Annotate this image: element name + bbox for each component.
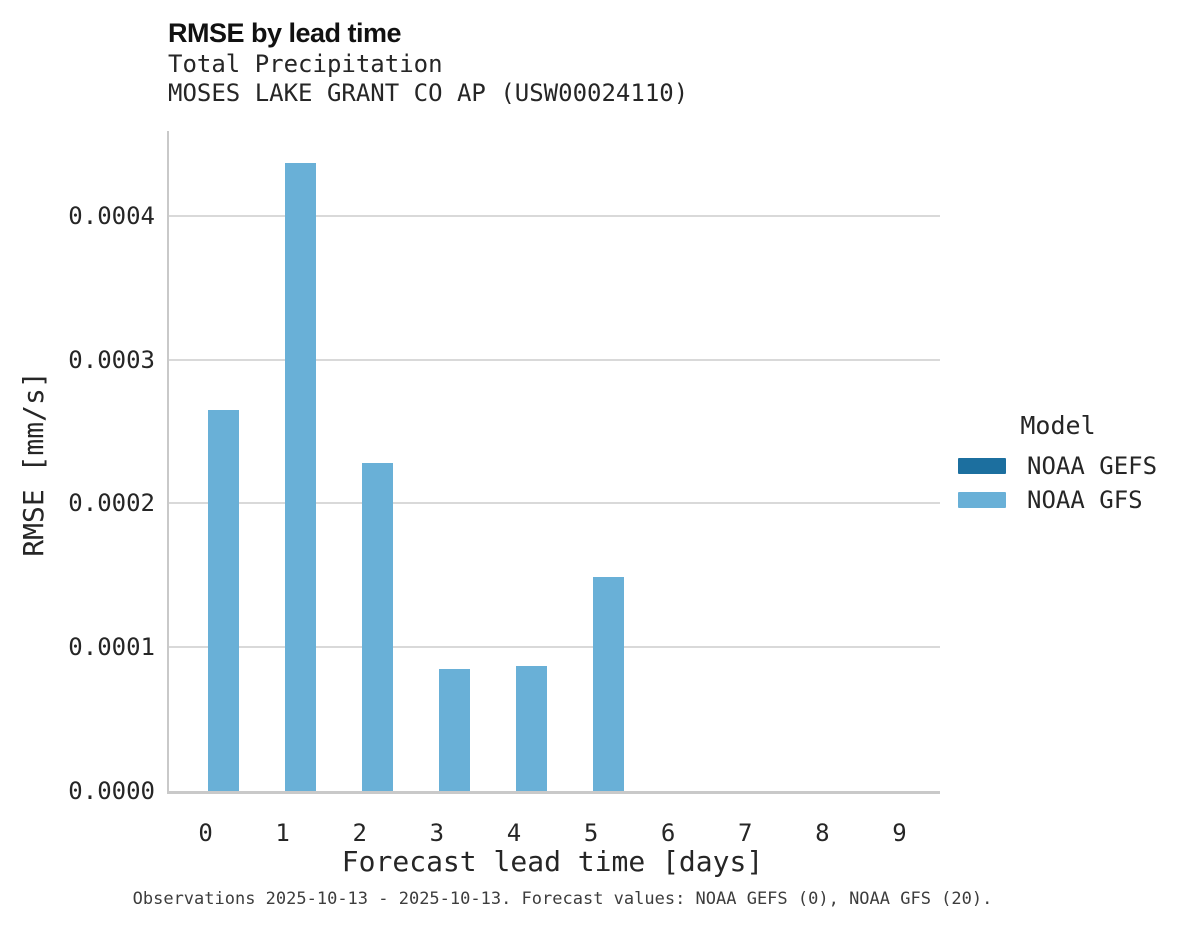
noaa-gfs-swatch — [958, 492, 1006, 508]
bar-noaa-gfs-lead-2 — [361, 463, 393, 791]
x-tick-label-9: 9 — [892, 819, 907, 847]
y-tick-label-0.0002: 0.0002 — [68, 489, 155, 518]
noaa-gefs-label: NOAA GEFS — [1027, 452, 1158, 480]
gridline-0.0002 — [169, 502, 940, 505]
x-tick-label-6: 6 — [660, 819, 676, 847]
gridline-0.0003 — [169, 358, 940, 361]
noaa-gefs-swatch — [958, 458, 1006, 474]
bar-noaa-gfs-lead-3 — [438, 668, 470, 791]
legend-entry-noaa-gfs: NOAA GFS — [958, 486, 1178, 514]
legend-title: Model — [1020, 411, 1096, 440]
x-axis-title: Forecast lead time [days] — [341, 845, 764, 878]
legend: Model NOAA GEFS NOAA GFS — [958, 410, 1178, 514]
y-tick-label-0.0003: 0.0003 — [68, 345, 155, 374]
gridline-0.0004 — [169, 214, 940, 217]
y-tick-label-0.0000: 0.0000 — [68, 777, 155, 805]
x-tick-label-5: 5 — [583, 819, 599, 847]
x-tick-label-2: 2 — [352, 819, 367, 847]
x-tick-labels: 0 1 2 3 4 5 6 7 8 9 — [167, 817, 938, 849]
bar-noaa-gfs-lead-5 — [593, 576, 624, 791]
caption: Observations 2025-10-13 - 2025-10-13. Fo… — [132, 889, 993, 909]
y-tick-labels: 0.0000 0.0001 0.0002 0.0003 0.0004 — [0, 0, 155, 928]
gridline-0.0001 — [169, 646, 940, 649]
bar-noaa-gfs-lead-0 — [207, 410, 239, 791]
x-tick-label-4: 4 — [506, 819, 522, 847]
chart-subtitle: Total Precipitation MOSES LAKE GRANT CO … — [168, 50, 688, 108]
chart-subtitle-line1: Total Precipitation — [168, 50, 443, 78]
noaa-gfs-label: NOAA GFS — [1027, 486, 1143, 514]
chart-title: RMSE by lead time — [168, 18, 402, 48]
x-tick-label-3: 3 — [429, 819, 445, 847]
legend-entry-noaa-gefs: NOAA GEFS — [958, 452, 1178, 480]
y-tick-label-0.0004: 0.0004 — [68, 201, 155, 230]
x-tick-label-0: 0 — [198, 819, 213, 847]
plot-area — [167, 131, 940, 794]
bar-noaa-gfs-lead-4 — [515, 665, 547, 791]
x-tick-label-1: 1 — [275, 819, 290, 847]
bar-noaa-gfs-lead-1 — [284, 162, 316, 791]
x-tick-label-8: 8 — [815, 819, 830, 847]
chart-subtitle-line2: MOSES LAKE GRANT CO AP (USW00024110) — [168, 79, 689, 107]
y-tick-label-0.0001: 0.0001 — [68, 633, 155, 662]
x-tick-label-7: 7 — [738, 819, 753, 847]
